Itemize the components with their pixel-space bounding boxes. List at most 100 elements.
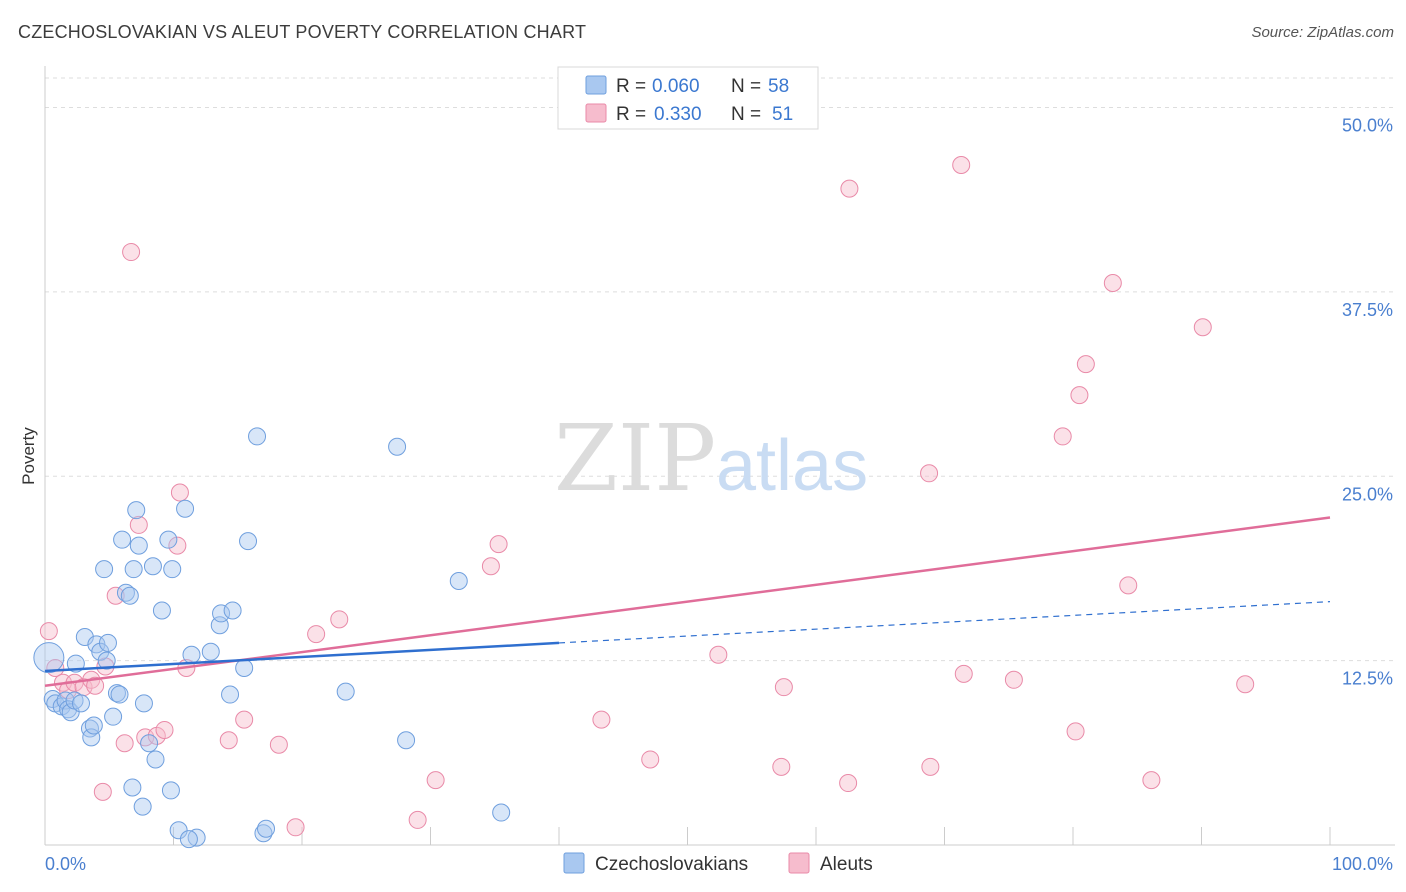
aleut-point (426, 771, 445, 790)
aleut-point (1193, 318, 1212, 337)
x-tick-label: 100.0% (1332, 854, 1393, 874)
czechoslovakian-trend-line (44, 641, 560, 673)
aleut-point (122, 243, 141, 262)
czechoslovakian-point (82, 728, 101, 747)
aleut-point (93, 782, 112, 801)
czechoslovakians-points (33, 427, 511, 849)
bottom-legend-label-blue: Czechoslovakians (595, 854, 748, 875)
legend-n-label: N = (731, 104, 761, 125)
czechoslovakian-point (61, 703, 80, 722)
legend-bottom: Czechoslovakians Aleuts (563, 852, 873, 875)
aleut-point (840, 179, 859, 198)
czechoslovakian-point (129, 536, 148, 555)
czechoslovakian-point (161, 781, 180, 800)
czechoslovakian-point (201, 642, 220, 661)
y-tick-labels: 12.5% 25.0% 37.5% 50.0% (1342, 116, 1393, 689)
bottom-legend-swatch-pink (788, 852, 810, 874)
czechoslovakian-point (95, 560, 114, 579)
czechoslovakian-point (104, 707, 123, 726)
y-axis-label: Poverty (19, 427, 38, 485)
czechoslovakian-point (221, 685, 240, 704)
czechoslovakian-point (182, 645, 201, 664)
aleut-point (921, 757, 940, 776)
czechoslovakian-point (163, 560, 182, 579)
czechoslovakian-point (388, 437, 407, 456)
aleut-point (1142, 771, 1161, 790)
czechoslovakian-point (127, 501, 146, 520)
legend-swatch-blue (585, 75, 607, 95)
x-tick-labels: 0.0% 100.0% (45, 854, 1393, 874)
trend-lines (44, 516, 1331, 687)
aleut-point (592, 710, 611, 729)
source-label: Source: ZipAtlas.com (1251, 24, 1394, 41)
aleut-point (1070, 386, 1089, 405)
aleut-point (235, 710, 254, 729)
czechoslovakian-point (75, 628, 94, 647)
aleut-point (920, 464, 939, 483)
y-tick-label: 50.0% (1342, 116, 1393, 136)
legend-n-label: N = (731, 76, 761, 97)
aleut-point (39, 622, 58, 641)
aleut-point (839, 774, 858, 793)
aleut-point (129, 515, 148, 534)
czechoslovakian-point (449, 571, 468, 590)
czechoslovakian-point (235, 659, 254, 677)
aleut-point (1066, 722, 1085, 741)
aleut-point (106, 586, 125, 605)
czechoslovakian-point (176, 499, 195, 518)
aleut-point (307, 625, 326, 644)
czechoslovakian-point (123, 778, 142, 797)
x-tick-label: 0.0% (45, 854, 86, 874)
bottom-legend-swatch-blue (563, 852, 585, 874)
czechoslovakian-point (133, 797, 152, 816)
aleut-point (641, 750, 660, 769)
legend-n-value: 58 (768, 76, 789, 97)
czechoslovakian-point (140, 734, 159, 753)
aleut-point (1004, 670, 1023, 689)
czechoslovakian-point (223, 601, 242, 620)
watermark-atlas: atlas (716, 426, 868, 506)
czechoslovakian-point (84, 716, 103, 735)
aleut-point (408, 810, 427, 829)
y-tick-label: 25.0% (1342, 484, 1393, 504)
czechoslovakian-point (134, 694, 153, 713)
bottom-legend-label-pink: Aleuts (820, 854, 873, 875)
czechoslovakian-point (239, 532, 258, 551)
aleut-point (709, 645, 728, 664)
legend-r-value: 0.330 (654, 104, 702, 125)
czechoslovakian-point (187, 828, 206, 847)
czechoslovakian-point (257, 819, 276, 838)
czechoslovakian-point (98, 633, 117, 652)
czechoslovakian-point (179, 830, 198, 849)
chart-title: CZECHOSLOVAKIAN VS ALEUT POVERTY CORRELA… (18, 22, 587, 42)
aleut-point (1076, 355, 1095, 374)
czechoslovakian-point (336, 682, 355, 701)
legend-n-value: 51 (772, 104, 793, 125)
czechoslovakian-point (397, 731, 416, 750)
aleut-point (1103, 274, 1122, 293)
czechoslovakian-point (146, 750, 165, 769)
aleut-trend-line (44, 516, 1331, 687)
aleut-point (155, 720, 174, 739)
aleut-point (772, 757, 791, 776)
aleut-point (1053, 427, 1072, 446)
czechoslovakian-point (159, 530, 178, 549)
czechoslovakian-point (169, 821, 188, 840)
czechoslovakian-point (248, 427, 267, 446)
aleut-point (481, 557, 500, 576)
legend-r-value: 0.060 (652, 76, 700, 97)
aleut-point (286, 818, 305, 837)
aleut-point (1236, 675, 1255, 694)
legend-top: R = 0.060 N = 58 R = 0.330 N = 51 (557, 66, 819, 130)
aleut-point (115, 734, 134, 753)
y-tick-label: 12.5% (1342, 669, 1393, 689)
aleut-point (952, 156, 971, 175)
czechoslovakian-point (71, 694, 90, 713)
legend-swatch-pink (585, 103, 607, 123)
czechoslovakian-point (110, 685, 129, 704)
czechoslovakian-point (120, 586, 139, 605)
aleut-point (86, 676, 105, 695)
czechoslovakian-point (212, 604, 231, 623)
czechoslovakian-point (152, 601, 171, 620)
